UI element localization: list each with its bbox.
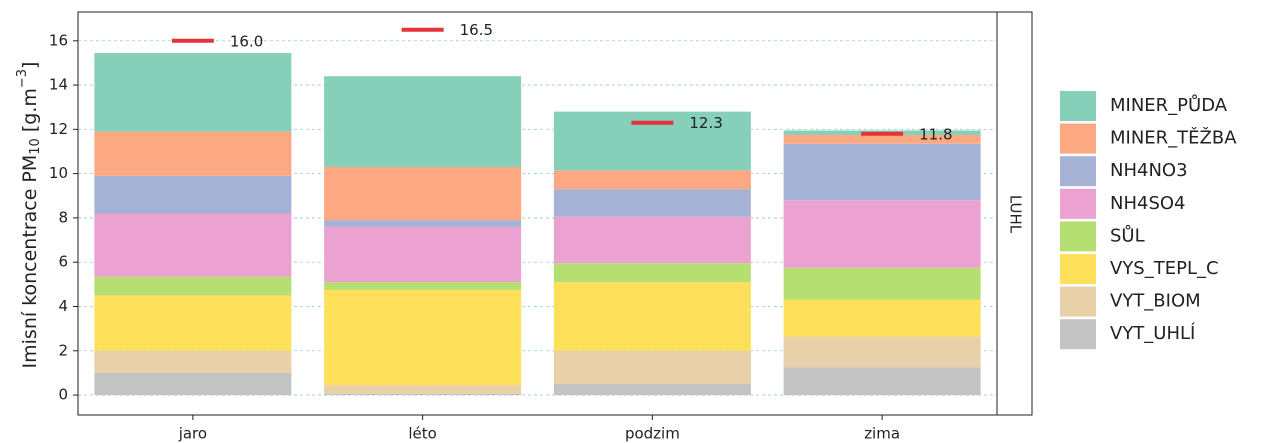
x-tick-label: jaro — [178, 425, 207, 443]
legend-label: SŮL — [1110, 224, 1145, 246]
panel-border — [77, 11, 998, 416]
bar-segment — [94, 350, 292, 373]
bar-segment — [324, 282, 522, 290]
legend-swatch — [1060, 91, 1096, 121]
bar-segment — [783, 200, 981, 268]
legend-swatch — [1060, 188, 1096, 219]
bar-segment — [94, 131, 292, 176]
y-tick-label: 16 — [49, 31, 68, 49]
legend-label: NH4SO4 — [1110, 193, 1186, 214]
y-tick-label: 0 — [58, 386, 68, 404]
legend-label: VYT_UHLÍ — [1110, 322, 1195, 344]
legend-label: VYS_TEPL_C — [1110, 258, 1219, 279]
y-label-part: [g.m — [19, 88, 41, 138]
y-tick-label: 6 — [58, 253, 68, 271]
bar-segment — [783, 367, 981, 396]
bar-segment — [324, 393, 522, 396]
bar-segment — [553, 384, 751, 396]
legend-swatch — [1060, 123, 1096, 154]
legend-swatch — [1060, 221, 1096, 252]
bar-segment — [94, 276, 292, 296]
legend-swatch — [1060, 254, 1096, 284]
reference-label: 11.8 — [919, 125, 952, 143]
facet-strip — [996, 11, 1033, 416]
bar-segment — [324, 289, 522, 386]
bar-segment — [94, 372, 292, 396]
bar-segment — [324, 220, 522, 227]
y-tick-label: 2 — [58, 341, 68, 359]
y-axis-label: Imisní koncentrace PM10 [g.m−3] — [15, 62, 43, 369]
y-tick-label: 8 — [58, 208, 68, 226]
bar-segment — [553, 216, 751, 264]
y-tick-label: 14 — [49, 76, 68, 94]
legend-label: MINER_PŮDA — [1110, 94, 1228, 116]
bar-segment — [783, 267, 981, 300]
bar-segment — [783, 143, 981, 201]
bar-segment — [324, 76, 522, 167]
reference-label: 12.3 — [689, 114, 722, 132]
legend-label: VYT_BIOM — [1110, 291, 1201, 312]
x-tick-label: zima — [864, 425, 900, 443]
legend-swatch — [1060, 156, 1096, 187]
bar-segment — [553, 263, 751, 283]
bar-segment — [553, 170, 751, 190]
bar-segment — [324, 385, 522, 394]
legend-label: MINER_TĚŽBA — [1110, 127, 1237, 149]
reference-label: 16.5 — [460, 21, 493, 39]
y-label-part: −3 — [15, 69, 30, 88]
bar-segment — [94, 213, 292, 277]
bar-segment — [553, 350, 751, 384]
bar-segment — [783, 134, 981, 144]
y-label-part: Imisní koncentrace PM — [19, 155, 41, 369]
bar-segment — [94, 175, 292, 214]
y-tick-label: 4 — [58, 297, 68, 315]
bar-segment — [94, 295, 292, 351]
y-tick-label: 10 — [49, 164, 68, 182]
bar-segment — [553, 189, 751, 217]
reference-label: 16.0 — [230, 32, 263, 50]
bar-segment — [324, 226, 522, 283]
legend-swatch — [1060, 319, 1096, 350]
legend-label: NH4NO3 — [1110, 160, 1188, 181]
y-tick-label: 12 — [49, 120, 68, 138]
bar-segment — [324, 167, 522, 221]
x-tick-label: podzim — [625, 425, 680, 443]
y-label-part: ] — [19, 62, 41, 69]
legend-swatch — [1060, 286, 1096, 317]
facet-label: LUHL — [1007, 195, 1025, 234]
x-tick-label: léto — [408, 425, 436, 443]
bar-segment — [553, 282, 751, 351]
y-label-part: 10 — [28, 138, 43, 155]
bar-segment — [783, 299, 981, 337]
bar-segment — [94, 52, 292, 132]
bar-segment — [783, 336, 981, 368]
